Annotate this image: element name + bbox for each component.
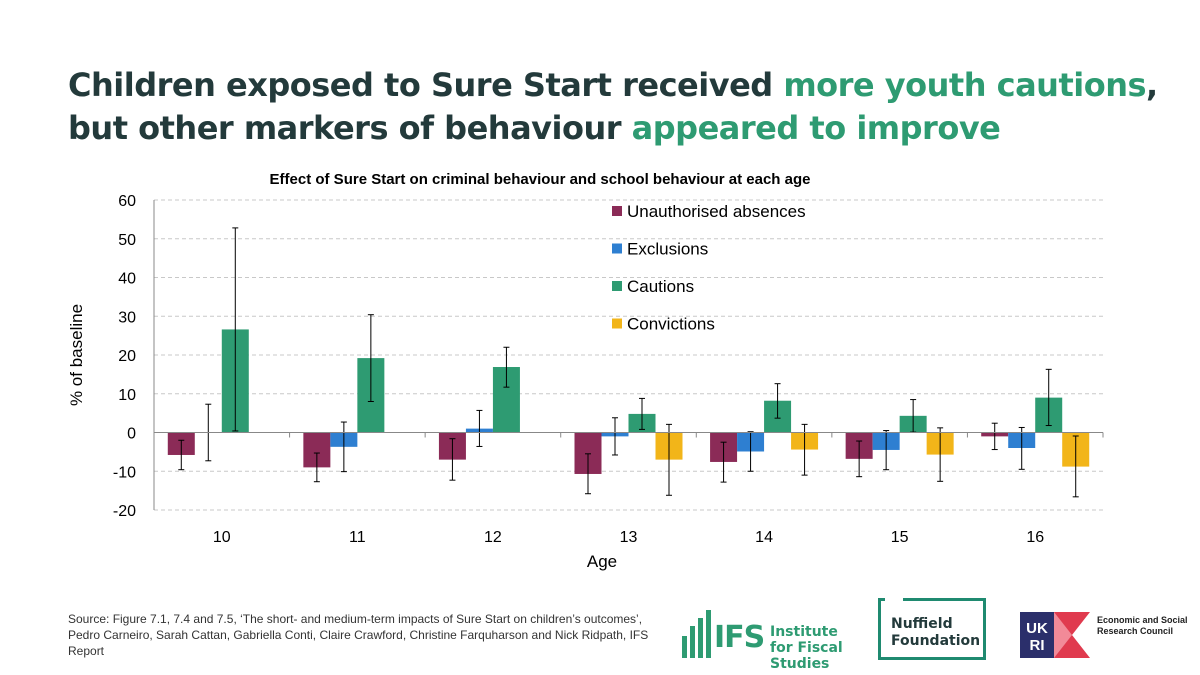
legend-label: Exclusions [627,240,708,259]
legend-label: Unauthorised absences [627,202,806,221]
chart-title: Effect of Sure Start on criminal behavio… [270,171,811,188]
legend-swatch [612,281,622,291]
headline-highlight-1: more youth cautions [783,66,1147,104]
legend-label: Cautions [627,277,694,296]
ukri-logo: UK RI Economic and Social Research Counc… [1020,612,1195,660]
source-note: Source: Figure 7.1, 7.4 and 7.5, ‘The sh… [68,612,649,658]
legend-swatch [612,318,622,329]
x-axis-label: Age [587,552,617,571]
y-tick-label: 60 [118,193,136,210]
x-tick-label: 15 [891,529,909,546]
x-tick-label: 16 [1026,529,1044,546]
y-tick-label: 50 [118,232,136,249]
ifs-wordmark: IFS [714,620,765,655]
nuffield-logo: Nuffield Foundation [878,597,986,660]
legend-label: Convictions [627,315,715,334]
svg-text:UK: UK [1026,620,1048,637]
ifs-bars-icon [682,610,711,658]
y-tick-label: 40 [118,271,136,288]
legend-swatch [612,206,622,216]
y-tick-label: -20 [113,503,136,520]
nuffield-frame-gap [885,597,903,603]
legend-swatch [612,243,622,254]
headline-highlight-2: appeared to improve [631,109,1001,147]
headline-text-1: Children exposed to Sure Start received [68,66,784,104]
bar-chart: Effect of Sure Start on criminal behavio… [67,171,1104,571]
x-tick-label: 13 [620,529,638,546]
y-tick-label: 30 [118,309,136,326]
ukri-council-name: Economic and Social Research Council [1097,615,1188,636]
x-tick-label: 12 [484,529,502,546]
x-tick-label: 10 [213,529,231,546]
y-tick-label: -10 [113,464,136,481]
y-axis-label: % of baseline [67,304,86,406]
ukri-emblem-icon: UK RI [1020,612,1090,658]
page-title: Children exposed to Sure Start received … [68,64,1168,150]
headline-text-2: , but other markers of behaviour [68,66,1158,147]
y-tick-label: 10 [118,387,136,404]
x-tick-label: 14 [755,529,773,546]
x-tick-label: 11 [349,529,366,546]
svg-text:RI: RI [1030,637,1045,654]
ifs-logo: IFS Institute for Fiscal Studies [680,604,855,672]
y-tick-label: 20 [118,348,136,365]
y-tick-label: 0 [127,426,136,443]
ifs-name: Institute for Fiscal Studies [770,624,843,672]
nuffield-name: Nuffield Foundation [891,616,981,649]
